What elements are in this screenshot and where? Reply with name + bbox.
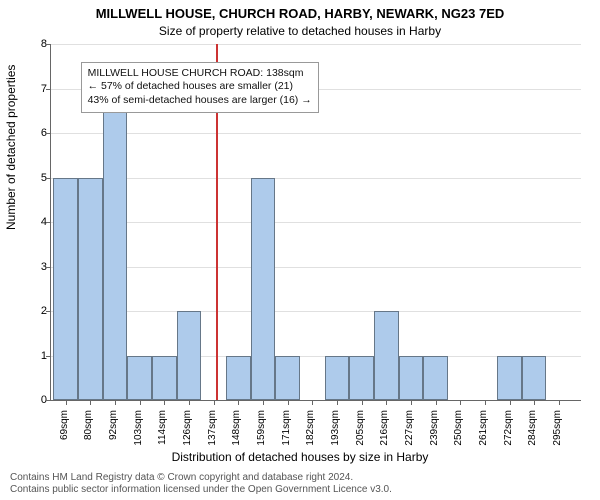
x-tick-label: 272sqm (503, 410, 514, 446)
y-tick-label: 0 (29, 394, 47, 406)
x-tick-label: 148sqm (231, 410, 242, 446)
x-tick-label: 284sqm (527, 410, 538, 446)
x-tick-mark (436, 400, 437, 405)
chart-title: MILLWELL HOUSE, CHURCH ROAD, HARBY, NEWA… (0, 6, 600, 21)
y-tick-label: 1 (29, 350, 47, 362)
bar (522, 356, 547, 401)
y-tick-mark (46, 89, 51, 90)
gridline (51, 133, 581, 134)
gridline (51, 267, 581, 268)
x-tick-mark (510, 400, 511, 405)
bar (103, 89, 128, 401)
x-tick-label: 239sqm (429, 410, 440, 446)
bar (78, 178, 103, 401)
x-tick-mark (164, 400, 165, 405)
bar (177, 311, 202, 400)
bar (325, 356, 350, 401)
y-tick-mark (46, 222, 51, 223)
y-tick-label: 3 (29, 261, 47, 273)
attribution-line: Contains public sector information licen… (10, 484, 590, 496)
x-tick-mark (288, 400, 289, 405)
y-tick-mark (46, 311, 51, 312)
x-tick-label: 92sqm (108, 410, 119, 440)
gridline (51, 178, 581, 179)
y-tick-label: 4 (29, 216, 47, 228)
x-axis-label: Distribution of detached houses by size … (0, 450, 600, 464)
y-tick-mark (46, 133, 51, 134)
gridline (51, 44, 581, 45)
x-tick-mark (485, 400, 486, 405)
x-tick-label: 80sqm (83, 410, 94, 440)
x-tick-mark (140, 400, 141, 405)
x-tick-mark (312, 400, 313, 405)
y-tick-mark (46, 356, 51, 357)
y-tick-mark (46, 267, 51, 268)
x-tick-label: 159sqm (256, 410, 267, 446)
x-tick-mark (263, 400, 264, 405)
x-tick-label: 103sqm (133, 410, 144, 446)
x-tick-mark (559, 400, 560, 405)
gridline (51, 222, 581, 223)
x-tick-label: 216sqm (379, 410, 390, 446)
x-tick-label: 171sqm (281, 410, 292, 446)
y-tick-mark (46, 178, 51, 179)
x-tick-label: 193sqm (330, 410, 341, 446)
x-tick-mark (214, 400, 215, 405)
x-tick-label: 205sqm (355, 410, 366, 446)
x-tick-mark (189, 400, 190, 405)
chart-subtitle: Size of property relative to detached ho… (0, 24, 600, 38)
x-tick-mark (337, 400, 338, 405)
y-tick-label: 6 (29, 127, 47, 139)
x-tick-label: 261sqm (478, 410, 489, 446)
x-tick-label: 227sqm (404, 410, 415, 446)
x-tick-label: 69sqm (59, 410, 70, 440)
x-tick-label: 295sqm (552, 410, 563, 446)
bar (374, 311, 399, 400)
bar (399, 356, 424, 401)
x-tick-label: 114sqm (157, 410, 168, 445)
y-tick-mark (46, 44, 51, 45)
x-tick-mark (115, 400, 116, 405)
bar (152, 356, 177, 401)
info-box-line: 43% of semi-detached houses are larger (… (88, 94, 312, 108)
x-tick-mark (90, 400, 91, 405)
bar (423, 356, 448, 401)
x-tick-mark (66, 400, 67, 405)
y-tick-label: 5 (29, 172, 47, 184)
y-tick-mark (46, 400, 51, 401)
bar (127, 356, 152, 401)
y-tick-label: 2 (29, 305, 47, 317)
bar (349, 356, 374, 401)
bar (251, 178, 276, 401)
x-tick-mark (386, 400, 387, 405)
bar (497, 356, 522, 401)
y-tick-label: 8 (29, 38, 47, 50)
attribution-text: Contains HM Land Registry data © Crown c… (10, 472, 590, 496)
attribution-line: Contains HM Land Registry data © Crown c… (10, 472, 590, 484)
gridline (51, 311, 581, 312)
y-axis-label: Number of detached properties (4, 65, 18, 230)
x-tick-mark (362, 400, 363, 405)
bar (53, 178, 78, 401)
property-size-chart: MILLWELL HOUSE, CHURCH ROAD, HARBY, NEWA… (0, 0, 600, 500)
bar (226, 356, 251, 401)
x-tick-label: 126sqm (182, 410, 193, 446)
x-tick-mark (411, 400, 412, 405)
bar (275, 356, 300, 401)
x-tick-mark (460, 400, 461, 405)
x-tick-label: 137sqm (207, 410, 218, 446)
info-box-line: MILLWELL HOUSE CHURCH ROAD: 138sqm (88, 67, 312, 81)
x-tick-label: 250sqm (453, 410, 464, 446)
y-tick-label: 7 (29, 83, 47, 95)
x-tick-mark (534, 400, 535, 405)
plot-area: 01234567869sqm80sqm92sqm103sqm114sqm126s… (50, 44, 581, 401)
x-tick-mark (238, 400, 239, 405)
x-tick-label: 182sqm (305, 410, 316, 446)
info-box-line: ← 57% of detached houses are smaller (21… (88, 80, 312, 94)
info-box: MILLWELL HOUSE CHURCH ROAD: 138sqm← 57% … (81, 62, 319, 113)
